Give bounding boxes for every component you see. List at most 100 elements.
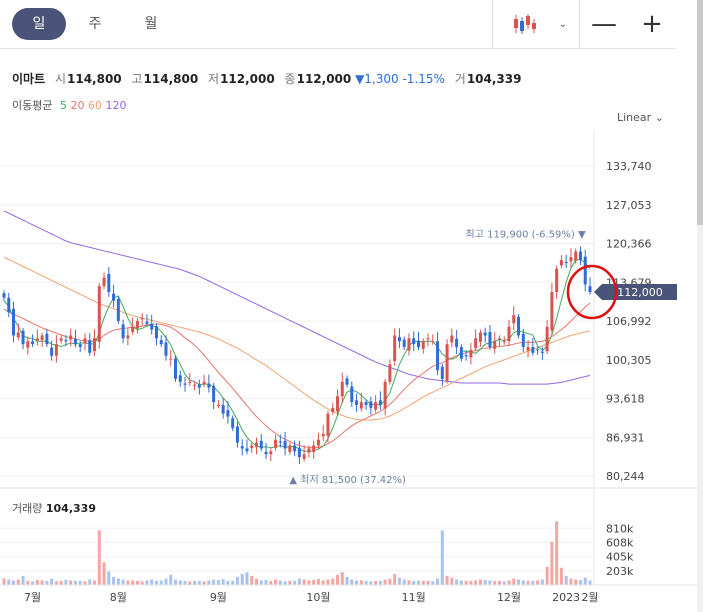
volume-bar <box>274 579 278 585</box>
volume-tick-label: 405k <box>606 551 634 564</box>
candle-body <box>135 320 139 329</box>
volume-bar <box>564 575 568 585</box>
volume-bar <box>250 575 254 585</box>
volume-tick-label: 608k <box>606 536 634 549</box>
volume-bar <box>407 580 411 585</box>
candle-body <box>188 381 192 383</box>
price-tick-label: 133,740 <box>606 160 652 173</box>
volume-tick-label: 203k <box>606 565 634 578</box>
time-tick-label: 2월 <box>581 591 598 604</box>
candle-body <box>107 274 111 292</box>
candle-body <box>2 293 6 298</box>
candle-body <box>450 335 454 343</box>
candle-body <box>312 445 316 452</box>
candle-body <box>517 316 521 336</box>
candle-body <box>531 347 535 353</box>
volume-bar <box>12 580 16 585</box>
scrollbar[interactable] <box>697 0 703 612</box>
annotations: 최고 119,900 (-6.59%) ▼ ▲ 최저 81,500 (37.42%… <box>289 228 677 486</box>
candle-body <box>326 413 330 436</box>
candle-body <box>264 451 268 455</box>
candle-body <box>31 341 35 345</box>
volume-bar <box>54 581 58 585</box>
volume-bar <box>121 579 125 585</box>
volume-bar <box>269 580 273 585</box>
candle-body <box>369 401 373 408</box>
price-grid <box>0 130 697 585</box>
toolbar-right: ⌄ — + <box>491 0 676 48</box>
candle-body <box>459 347 463 359</box>
volume-bar <box>245 572 249 585</box>
volume-bar <box>488 580 492 585</box>
time-tick-label: 10월 <box>306 591 330 604</box>
stock-name: 이마트 <box>12 72 46 86</box>
candle-body <box>121 324 125 339</box>
volume-bar <box>312 579 316 585</box>
candle-body <box>412 338 416 345</box>
candlestick-chart-icon <box>513 14 536 34</box>
price-axis: 133,740127,053120,366113,679106,992100,3… <box>606 160 652 483</box>
volume-bar <box>83 581 87 585</box>
volume-bar <box>359 580 363 585</box>
volume-bar <box>378 580 382 585</box>
close-value: 112,000 <box>296 72 352 86</box>
candle-body <box>240 446 244 449</box>
scale-mode-label: Linear <box>617 111 652 124</box>
volume-panel-value: 104,339 <box>45 502 96 515</box>
low-value: 112,000 <box>220 72 275 86</box>
volume-bar <box>259 580 263 585</box>
candle-body <box>497 338 501 340</box>
volume-bar <box>517 579 521 585</box>
candle-body <box>364 402 368 405</box>
chevron-down-icon: ⌄ <box>654 111 664 124</box>
chart-type-dropdown[interactable]: ⌄ <box>491 0 580 48</box>
volume-bar <box>431 581 435 585</box>
candle-body <box>178 375 182 382</box>
open-label: 시 <box>54 72 66 86</box>
volume-bar <box>150 579 154 585</box>
candle-body <box>421 341 425 349</box>
moving-average-legend[interactable]: 이동평균 5 20 60 120 <box>12 97 126 113</box>
candle-body <box>426 338 430 340</box>
open-value: 114,800 <box>67 72 122 86</box>
candle-body <box>397 337 401 342</box>
volume-bar <box>16 579 20 585</box>
candle-body <box>150 323 154 330</box>
candle-body <box>145 321 149 324</box>
scale-mode-dropdown[interactable]: Linear ⌄ <box>617 111 664 124</box>
volume-bar <box>97 530 101 585</box>
volume-bar <box>464 580 468 585</box>
volume-bar <box>197 580 201 585</box>
volume-bar <box>169 574 173 585</box>
candle-body <box>131 326 135 332</box>
zoom-out-button[interactable]: — <box>591 9 617 39</box>
candle-body <box>116 298 120 321</box>
chevron-down-icon: ⌄ <box>558 18 567 30</box>
tab-daily[interactable]: 일 <box>12 8 66 40</box>
ma20-line <box>3 302 591 449</box>
volume-bar <box>412 580 416 585</box>
zoom-in-button[interactable]: + <box>641 9 663 39</box>
candle-body <box>293 445 297 452</box>
candle-body <box>416 340 420 348</box>
volume-bar <box>540 579 544 585</box>
candle-body <box>40 335 44 341</box>
candle-body <box>488 331 492 348</box>
time-tick-label: 2023 <box>552 591 580 604</box>
volume-bar <box>512 578 516 585</box>
volume-bar <box>578 579 582 585</box>
volume-bar <box>421 580 425 585</box>
volume-bar <box>183 580 187 585</box>
tab-monthly[interactable]: 월 <box>144 16 158 32</box>
price-tick-label: 100,305 <box>606 354 652 367</box>
volume-bar <box>493 580 497 585</box>
candle-body <box>355 400 359 405</box>
candle-body <box>140 318 144 320</box>
tab-weekly[interactable]: 주 <box>88 16 102 32</box>
volume-bar <box>78 580 82 585</box>
scrollbar-thumb[interactable] <box>697 0 703 225</box>
volume-bar <box>374 580 378 585</box>
volume-bar <box>93 580 97 585</box>
candle-body <box>259 440 263 449</box>
